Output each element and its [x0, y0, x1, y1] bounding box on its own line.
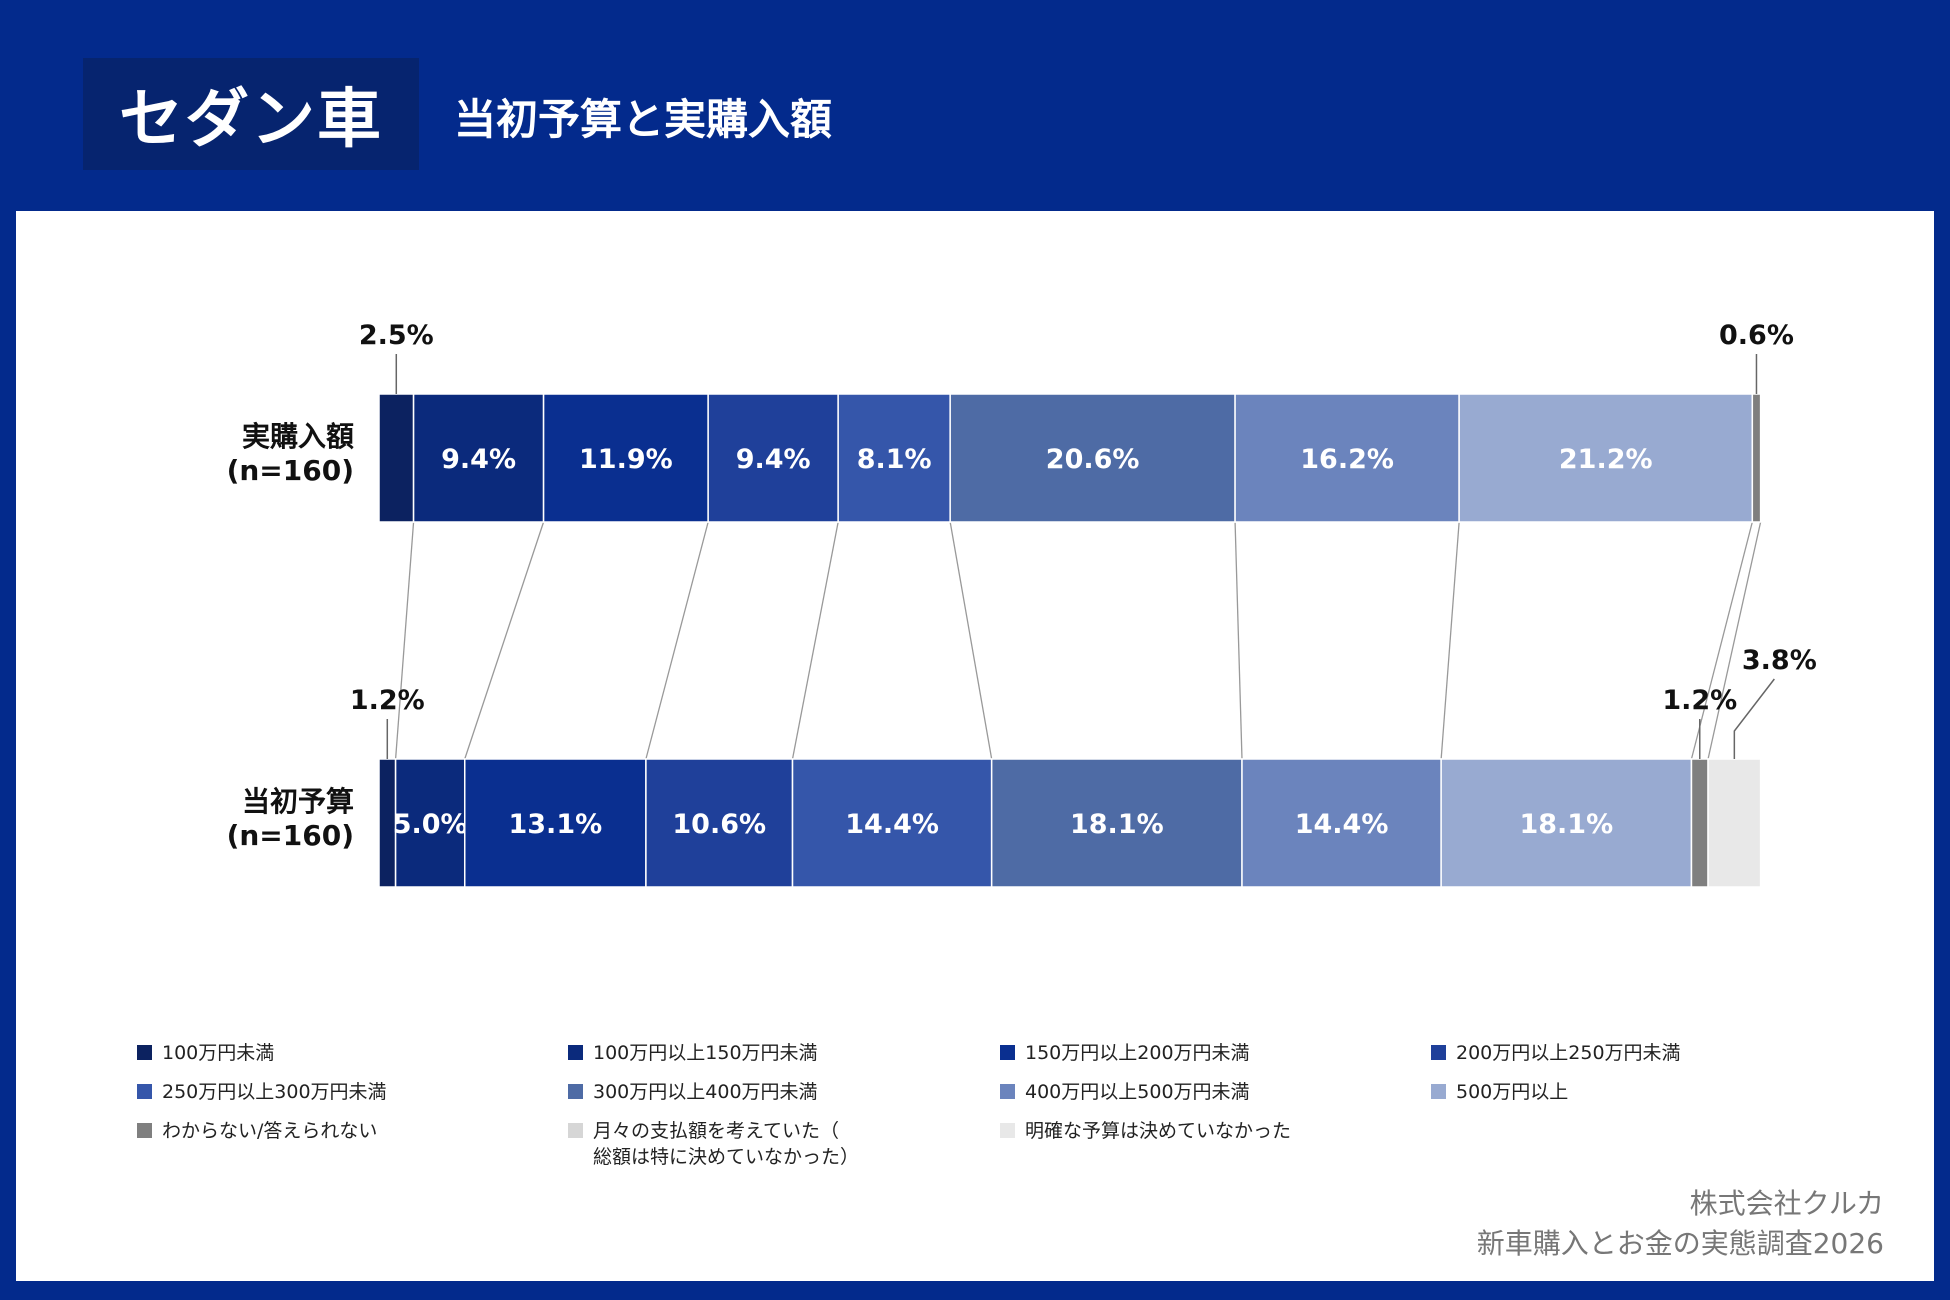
row-label: (n=160) — [227, 819, 354, 852]
data-label: 16.2% — [1300, 444, 1394, 475]
data-label: 18.1% — [1070, 809, 1164, 840]
connector-line — [645, 521, 709, 760]
bar-segment — [1751, 393, 1762, 523]
data-label: 1.2% — [350, 685, 425, 716]
bar-segment — [394, 758, 466, 888]
data-label: 10.6% — [672, 809, 766, 840]
connector-line — [464, 521, 545, 760]
connector-line — [949, 521, 993, 760]
connector-line — [394, 521, 415, 760]
chart-panel — [16, 211, 1934, 1281]
data-label: 0.6% — [1719, 320, 1794, 351]
data-label: 14.4% — [1295, 809, 1389, 840]
data-label: 1.2% — [1662, 685, 1737, 716]
bar-segment — [1234, 393, 1460, 523]
connector-line — [1690, 521, 1753, 760]
bar-segment — [378, 393, 415, 523]
data-label: 9.4% — [441, 444, 516, 475]
bar-segment — [949, 393, 1236, 523]
footer-company: 株式会社クルカ — [1689, 1187, 1884, 1220]
bar-segment — [1707, 758, 1762, 888]
data-label: 13.1% — [508, 809, 602, 840]
row-label: 当初予算 — [242, 785, 354, 818]
bar-segment — [837, 393, 951, 523]
bar-segment — [707, 393, 839, 523]
bar-segment — [412, 393, 545, 523]
leader-line — [1733, 678, 1775, 759]
footer-survey: 新車購入とお金の実態調査2026 — [1476, 1227, 1884, 1260]
bar-segment — [1458, 393, 1754, 523]
bar-segment — [990, 758, 1243, 888]
data-label: 18.1% — [1519, 809, 1613, 840]
connector-line — [1234, 521, 1243, 760]
row-label: (n=160) — [227, 454, 354, 487]
bar-segment — [645, 758, 794, 888]
bar-segment — [791, 758, 993, 888]
data-label: 2.5% — [359, 320, 434, 351]
bar-segment — [542, 393, 709, 523]
data-label: 9.4% — [736, 444, 811, 475]
page-title: セダン車 — [119, 83, 383, 157]
page-subtitle: 当初予算と実購入額 — [454, 95, 833, 144]
bar-segment — [1690, 758, 1709, 888]
data-label: 3.8% — [1742, 645, 1817, 676]
data-label: 21.2% — [1559, 444, 1653, 475]
connector-line — [1707, 521, 1762, 760]
data-label: 5.0% — [393, 809, 468, 840]
title-box: セダン車 — [83, 58, 419, 170]
row-label: 実購入額 — [242, 420, 354, 453]
bar-segment — [1440, 758, 1693, 888]
data-label: 8.1% — [857, 444, 932, 475]
data-label: 14.4% — [845, 809, 939, 840]
connector-line — [1440, 521, 1460, 760]
data-label: 20.6% — [1046, 444, 1140, 475]
data-label: 11.9% — [579, 444, 673, 475]
connector-line — [791, 521, 839, 760]
bar-segment — [1241, 758, 1442, 888]
